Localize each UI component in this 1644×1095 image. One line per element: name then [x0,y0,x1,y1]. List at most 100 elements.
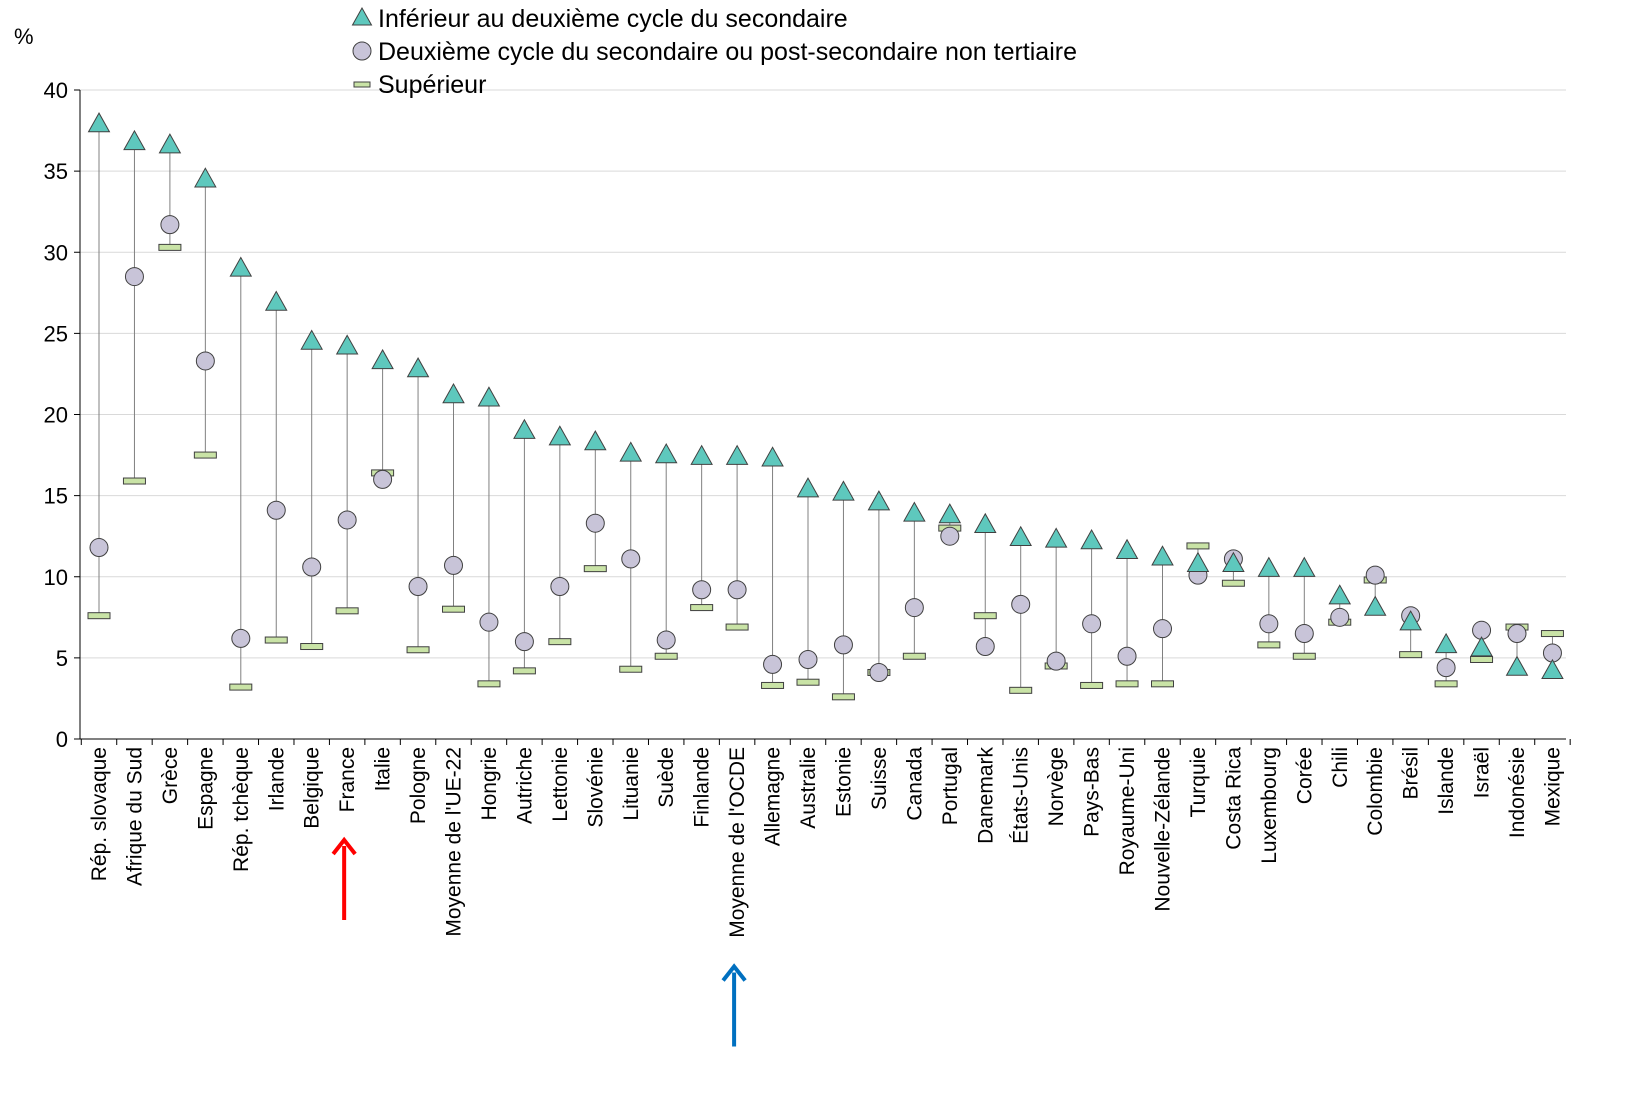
x-tick-label: Danemark [974,747,997,844]
point-superieur [1221,579,1245,587]
gridlines [80,89,1566,659]
point-superieur [442,605,465,613]
point-deuxieme-cycle [231,628,251,648]
x-tick-label: Finlande [691,747,714,828]
point-deuxieme-cycle [692,580,712,600]
x-tick-label: Australie [797,747,820,829]
point-inferieur [158,133,182,154]
x-tick-label: Israël [1471,747,1494,798]
point-superieur [1115,680,1139,688]
axes: 0 5 10 15 20 25 30 35 40 [44,78,1571,752]
point-superieur [1434,680,1458,688]
y-tick-label: 10 [44,565,68,590]
point-inferieur [1222,551,1245,572]
point-deuxieme-cycle [904,598,924,618]
point-deuxieme-cycle [1365,565,1385,585]
y-tick-label: 25 [44,321,68,346]
point-superieur [335,607,359,615]
point-superieur [548,638,572,646]
point-superieur [654,652,678,660]
point-inferieur [194,167,217,188]
x-tick-label: Suède [655,747,678,808]
point-deuxieme-cycle [266,500,286,520]
x-tick-label: Indonésie [1506,747,1529,838]
x-tick-label: Italie [372,747,395,791]
point-superieur [1540,630,1564,638]
y-tick-label: 40 [44,78,68,103]
point-inferieur [690,444,713,465]
point-superieur [193,451,217,459]
point-deuxieme-cycle [514,632,534,652]
point-deuxieme-cycle [160,215,180,235]
point-deuxieme-cycle [195,351,215,371]
x-tick-label: Colombie [1364,747,1387,836]
point-superieur [87,612,111,620]
point-inferieur [1292,556,1316,577]
point-superieur [725,623,749,631]
point-deuxieme-cycle [1259,614,1279,634]
legend-label: Supérieur [378,71,486,99]
point-deuxieme-cycle [550,576,570,596]
point-deuxieme-cycle [373,469,393,489]
point-superieur [406,646,430,654]
y-tick-label: 5 [56,646,68,671]
point-inferieur [406,357,430,378]
x-tick-label: Moyenne de l'OCDE [726,747,749,938]
point-deuxieme-cycle [444,555,463,575]
point-deuxieme-cycle [940,526,960,546]
legend-marker-dash [353,81,371,88]
point-inferieur [1541,658,1564,680]
y-tick-label: 20 [44,403,68,428]
legend-label: Inférieur au deuxième cycle du secondair… [378,5,848,33]
point-superieur [1292,652,1316,660]
point-superieur [1009,686,1033,694]
point-deuxieme-cycle [1153,619,1172,639]
x-tick-label: Allemagne [762,747,785,846]
point-inferieur [513,418,536,439]
legend-marker-circle [352,41,372,61]
point-inferieur [903,501,926,522]
point-inferieur [1363,595,1387,616]
point-inferieur [619,441,643,462]
x-tick-label: Chili [1329,747,1352,788]
point-inferieur [1399,610,1422,631]
x-tick-label: Espagne [194,747,217,830]
x-tick-label: Luxembourg [1258,747,1281,864]
x-tick-label: Canada [903,747,926,821]
point-superieur [583,565,607,573]
point-inferieur [1080,529,1103,550]
legend-marker-triangle [351,6,373,26]
point-superieur [619,665,643,673]
x-tick-label: Pays-Bas [1081,747,1104,837]
highlight-arrows [331,836,747,1047]
point-superieur [1470,655,1494,663]
point-inferieur [548,425,572,446]
x-tick-label: Belgique [301,747,324,829]
point-inferieur [1186,551,1210,572]
point-inferieur [1257,556,1281,577]
point-inferieur [796,477,820,498]
legend-label: Deuxième cycle du secondaire ou post-sec… [378,38,1077,66]
x-tick-label: Autriche [513,747,536,824]
point-deuxieme-cycle [1117,646,1137,666]
point-deuxieme-cycle [585,513,605,533]
point-superieur [229,683,253,691]
arrow-head [331,836,357,856]
x-tick-label: Mexique [1541,747,1564,826]
x-tick-labels: Rép. slovaque Afrique du Sud Grèce Espagne R… [88,747,1564,938]
point-deuxieme-cycle [1011,594,1031,614]
x-tick-label: Estonie [832,747,855,817]
point-inferieur [1009,525,1033,547]
data-marks [87,112,1564,701]
point-superieur [690,604,714,612]
x-tick-label: Irlande [265,747,288,811]
y-tick-label: 0 [56,727,68,752]
point-deuxieme-cycle [1046,651,1066,671]
legend: Inférieur au deuxième cycle du secondair… [351,5,1077,99]
point-superieur [1080,681,1104,689]
point-inferieur [867,490,891,511]
point-inferieur [1505,655,1529,676]
x-tick-label: Norvège [1045,747,1068,826]
point-superieur [158,243,182,251]
